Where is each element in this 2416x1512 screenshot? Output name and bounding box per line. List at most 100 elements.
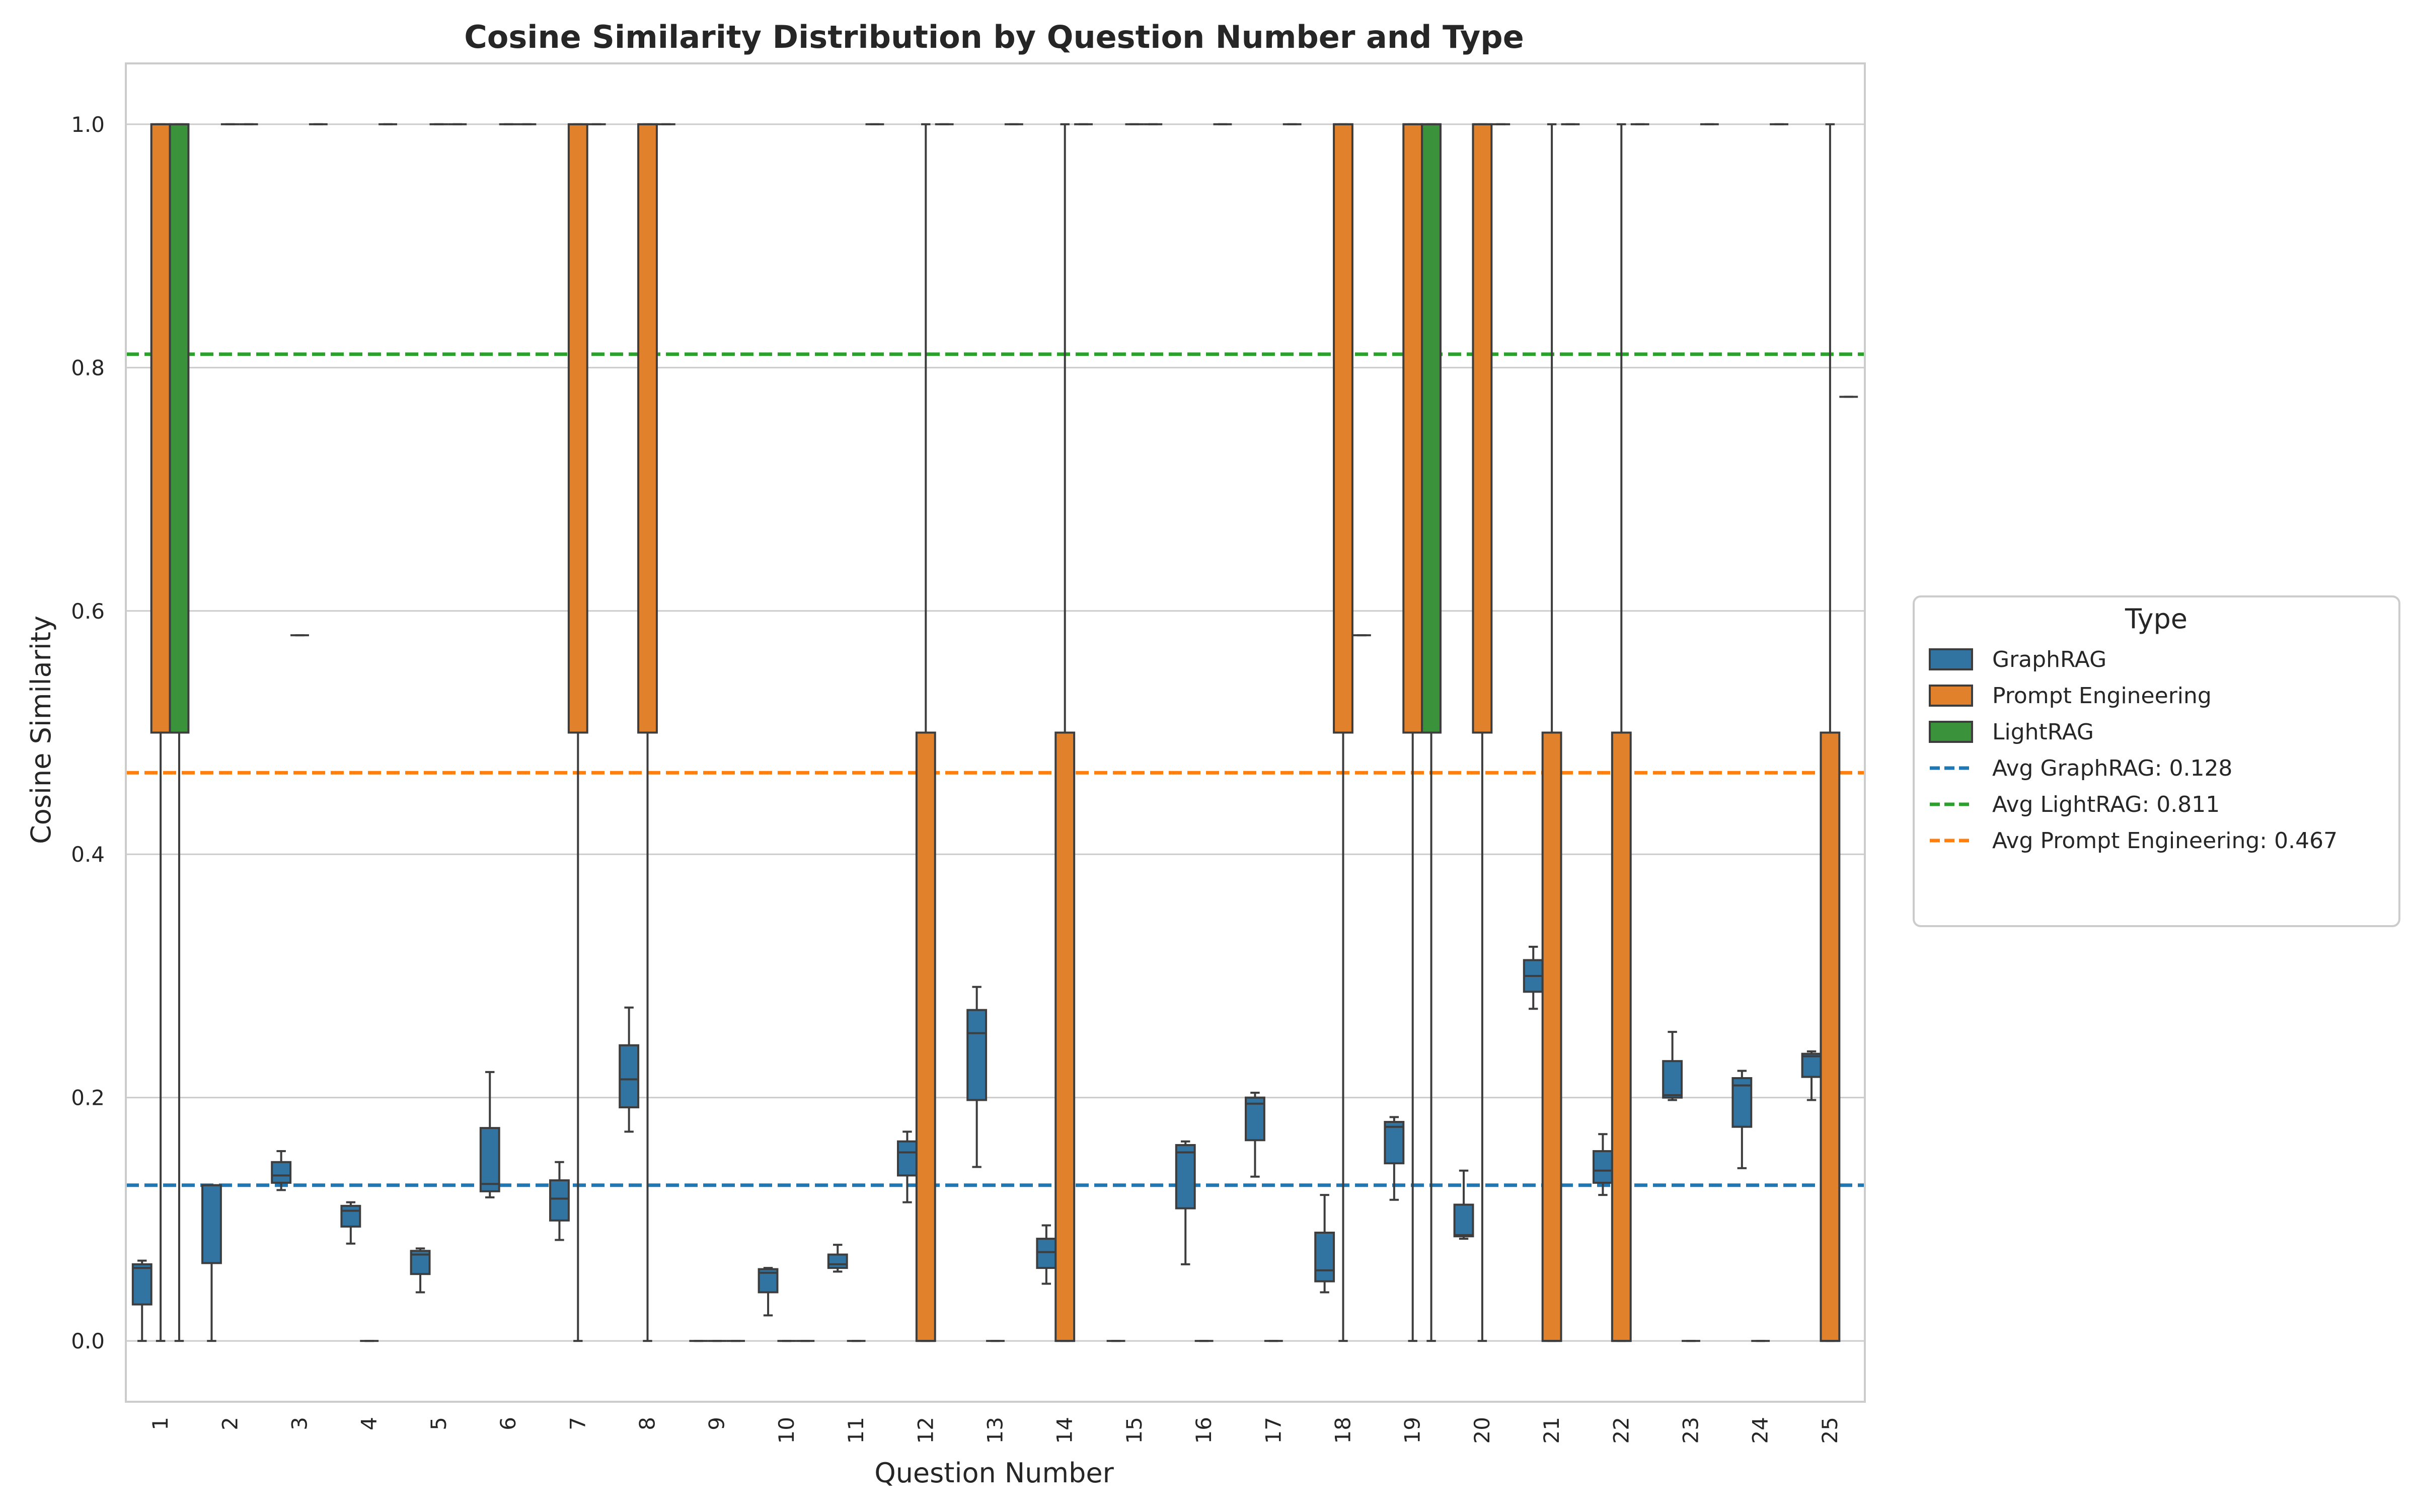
box-body — [1611, 731, 1632, 1342]
box-body — [966, 1009, 988, 1101]
box-body — [1384, 1121, 1405, 1165]
x-tick-label: 24 — [1748, 1417, 1773, 1444]
box-body — [897, 1140, 918, 1177]
legend-label: Avg LightRAG: 0.811 — [1992, 792, 2220, 817]
box — [1175, 1140, 1196, 1265]
legend-frame — [1913, 595, 2400, 927]
box — [1453, 1169, 1474, 1240]
box — [1820, 123, 1841, 1342]
box-body — [340, 1204, 361, 1228]
reference-lines — [126, 352, 1865, 1187]
box — [169, 123, 190, 1342]
box — [827, 1244, 848, 1273]
box — [915, 123, 936, 1342]
box-body — [1453, 1203, 1474, 1238]
box-body — [1175, 1144, 1196, 1209]
box-body — [271, 1161, 292, 1184]
x-tick-label: 13 — [983, 1417, 1008, 1444]
x-tick-label: 14 — [1052, 1417, 1077, 1444]
box-body — [1593, 1150, 1613, 1184]
legend: Type GraphRAG Prompt Engineering LightRAG A… — [1913, 595, 2400, 927]
legend-swatch — [1929, 721, 1973, 743]
legend-label: Prompt Engineering — [1992, 683, 2212, 709]
box-body — [169, 123, 190, 734]
box-body — [915, 731, 936, 1342]
x-tick-label: 21 — [1539, 1417, 1564, 1444]
box-body — [1054, 731, 1076, 1342]
box — [340, 1201, 361, 1245]
box-body — [1820, 731, 1841, 1342]
box-body — [619, 1044, 640, 1109]
x-tick-label: 4 — [357, 1417, 382, 1430]
box-body — [1801, 1052, 1822, 1078]
x-tick-label: 15 — [1122, 1417, 1147, 1444]
x-tick-label: 1 — [148, 1417, 173, 1430]
legend-label: GraphRAG — [1992, 647, 2106, 672]
box-body — [201, 1184, 222, 1264]
y-axis-label: Cosine Similarity — [25, 616, 57, 844]
box — [1593, 1133, 1613, 1196]
box-body — [1541, 731, 1562, 1342]
box — [637, 123, 658, 1342]
box-body — [1662, 1060, 1683, 1099]
box — [410, 1247, 431, 1294]
box-body — [1402, 123, 1423, 734]
box — [150, 123, 171, 1342]
y-tick-label: 0.4 — [71, 842, 105, 867]
box-body — [1333, 123, 1353, 734]
x-tick-label: 18 — [1331, 1417, 1355, 1444]
box — [897, 1130, 918, 1203]
box — [1662, 1031, 1683, 1101]
box-body — [131, 1263, 153, 1306]
box-body — [637, 123, 658, 734]
chart-title: Cosine Similarity Distribution by Questi… — [464, 19, 1524, 55]
box — [1523, 945, 1544, 1010]
y-axis-ticks: 0.0 0.2 0.4 0.6 0.8 1.0 — [71, 112, 105, 1353]
x-tick-label: 22 — [1609, 1417, 1633, 1444]
plot-frame — [125, 62, 1866, 1403]
box — [131, 1259, 153, 1342]
x-tick-label: 6 — [496, 1417, 520, 1430]
y-tick-label: 1.0 — [71, 112, 105, 137]
box — [1333, 123, 1353, 1342]
x-tick-label: 9 — [705, 1417, 729, 1430]
box-body — [1245, 1096, 1265, 1142]
legend-label: LightRAG — [1992, 719, 2094, 745]
box — [271, 1150, 292, 1191]
x-tick-label: 11 — [844, 1417, 868, 1444]
box-body — [479, 1127, 500, 1192]
legend-swatch — [1929, 648, 1973, 670]
box-body — [150, 123, 171, 734]
x-tick-label: 2 — [217, 1417, 242, 1430]
y-tick-label: 0.8 — [71, 355, 105, 380]
x-tick-label: 25 — [1818, 1417, 1842, 1444]
box — [1314, 1194, 1335, 1294]
x-tick-label: 5 — [426, 1417, 451, 1430]
x-axis-ticks: 1 2 3 4 5 6 7 8 9 10 11 12 13 14 15 16 17 18 19 20 21 22 23 24 2… — [148, 1417, 1842, 1444]
y-tick-label: 0.6 — [71, 599, 105, 624]
box — [758, 1267, 779, 1317]
box-body — [549, 1179, 570, 1222]
box-series — [131, 123, 1858, 1342]
box — [966, 986, 988, 1168]
x-tick-label: 8 — [635, 1417, 660, 1430]
legend-items: GraphRAG Prompt Engineering LightRAG Avg Gr… — [1929, 647, 2337, 854]
x-tick-label: 23 — [1679, 1417, 1703, 1444]
x-tick-label: 16 — [1191, 1417, 1216, 1444]
x-tick-label: 12 — [913, 1417, 938, 1444]
y-tick-label: 0.2 — [71, 1086, 105, 1110]
y-tick-label: 0.0 — [71, 1329, 105, 1353]
legend-swatch — [1929, 685, 1973, 707]
box-body — [1472, 123, 1493, 734]
box — [1731, 1070, 1753, 1169]
legend-title: Type — [2125, 603, 2187, 635]
box — [1245, 1092, 1265, 1178]
box — [479, 1071, 500, 1198]
legend-label: Avg GraphRAG: 0.128 — [1992, 755, 2232, 781]
box-body — [1421, 123, 1442, 734]
box — [1541, 123, 1562, 1342]
box-body — [827, 1253, 848, 1269]
box — [201, 1184, 222, 1342]
x-tick-label: 7 — [565, 1417, 590, 1430]
